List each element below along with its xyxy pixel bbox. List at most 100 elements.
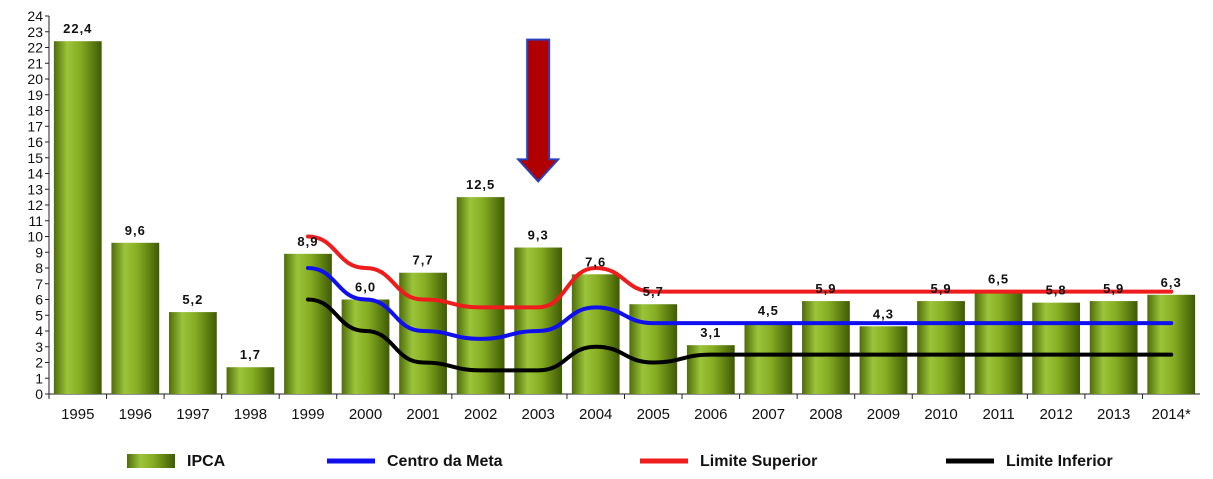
legend-label: Limite Inferior: [1006, 453, 1113, 470]
y-tick-label: 5: [35, 307, 43, 323]
x-tick-label: 2006: [694, 406, 727, 423]
ipca-bar: [629, 304, 678, 394]
ipca-bar: [168, 312, 217, 394]
x-tick-label: 1998: [234, 406, 267, 423]
x-tick-label: 2010: [924, 406, 957, 423]
axes: 0123456789101112131415161718192021222324…: [27, 8, 1200, 423]
ipca-data-label: 5,7: [643, 284, 664, 299]
ipca-data-label: 7,7: [413, 253, 434, 268]
ipca-bar: [859, 326, 908, 394]
ipca-data-label: 5,9: [930, 281, 951, 296]
ipca-bar: [1032, 302, 1081, 394]
x-tick-label: 2009: [867, 406, 900, 423]
y-tick-label: 13: [27, 181, 43, 197]
y-tick-label: 6: [35, 292, 43, 308]
data-labels: 22,4 9,6 5,2 1,7 8,9 6,0 7,7 12,5 9,3 7,6 5,7 3,1 4,…: [63, 21, 1182, 362]
x-tick-label: 2002: [464, 406, 497, 423]
x-tick-label: 1996: [119, 406, 152, 423]
ipca-data-label: 6,5: [988, 272, 1009, 287]
ipca-data-label: 3,1: [700, 325, 721, 340]
y-tick-label: 11: [28, 213, 43, 229]
centro-da-meta-line: [305, 266, 1174, 341]
ipca-data-label: 8,9: [297, 234, 318, 249]
y-tick-label: 3: [35, 339, 43, 355]
y-tick-label: 21: [27, 55, 43, 71]
y-tick-label: 19: [27, 87, 43, 103]
y-tick-label: 24: [27, 8, 43, 24]
ipca-bar: [284, 253, 332, 394]
x-tick-label: 2004: [579, 406, 612, 423]
legend: IPCA Centro da Meta Limite Superior Limite …: [127, 453, 1113, 470]
y-tick-label: 0: [35, 386, 43, 402]
y-tick-label: 7: [35, 276, 43, 292]
y-tick-label: 14: [27, 166, 43, 182]
legend-label: Limite Superior: [700, 453, 817, 470]
ipca-bar: [974, 291, 1023, 394]
y-tick-label: 17: [27, 118, 43, 134]
ipca-bar: [917, 301, 965, 394]
x-tick-label: 1999: [291, 406, 324, 423]
ipca-data-label: 5,9: [815, 281, 836, 296]
ipca-data-label: 9,6: [125, 223, 146, 238]
ipca-bar: [226, 367, 275, 394]
x-tick-label: 2013: [1097, 406, 1130, 423]
legend-item: Centro da Meta: [327, 453, 503, 470]
ipca-data-label: 6,3: [1161, 275, 1182, 290]
limite-inferior-line: [305, 297, 1174, 373]
ipca-bar: [53, 41, 102, 394]
y-tick-label: 1: [35, 370, 43, 386]
x-tick-label: 2003: [521, 406, 554, 423]
ipca-bar: [802, 301, 850, 394]
legend-swatch-bar: [127, 454, 175, 468]
ipca-data-label: 9,3: [528, 228, 549, 243]
y-tick-label: 20: [27, 71, 43, 87]
ipca-bar: [571, 274, 620, 394]
y-tick-label: 4: [35, 323, 43, 339]
ipca-data-label: 4,5: [758, 303, 779, 318]
down-arrow-icon: [515, 38, 561, 183]
y-tick-label: 15: [27, 150, 43, 166]
x-tick-label: 1997: [176, 406, 209, 423]
ipca-bars: [53, 41, 1196, 394]
x-tick-label: 1995: [61, 406, 94, 423]
y-tick-label: 18: [27, 103, 43, 119]
x-tick-label: 2014*: [1152, 406, 1191, 423]
y-tick-label: 12: [27, 197, 43, 213]
y-tick-label: 22: [27, 40, 43, 56]
ipca-bar: [686, 345, 735, 394]
ipca-data-label: 22,4: [63, 21, 92, 36]
ipca-data-label: 7,6: [585, 254, 606, 269]
ipca-data-label: 5,9: [1103, 281, 1124, 296]
ipca-data-label: 12,5: [466, 177, 495, 192]
target-lines: [305, 234, 1174, 373]
legend-item: Limite Superior: [640, 453, 817, 470]
x-tick-label: 2012: [1039, 406, 1072, 423]
x-tick-label: 2001: [406, 406, 439, 423]
ipca-bar: [341, 299, 390, 394]
ipca-data-label: 5,2: [182, 292, 203, 307]
ipca-bar: [744, 323, 793, 394]
ipca-bar: [456, 197, 505, 394]
ipca-data-label: 5,8: [1046, 283, 1067, 298]
y-tick-label: 2: [35, 355, 43, 371]
legend-item: IPCA: [127, 453, 226, 470]
ipca-data-label: 4,3: [873, 306, 894, 321]
y-tick-label: 8: [35, 260, 43, 276]
x-tick-label: 2005: [637, 406, 670, 423]
annotations: [515, 38, 561, 183]
y-tick-label: 10: [27, 229, 43, 245]
legend-label: IPCA: [187, 453, 226, 470]
x-tick-label: 2011: [982, 406, 1014, 423]
limite-superior-line: [305, 234, 1174, 310]
x-tick-label: 2000: [349, 406, 382, 423]
ipca-bar: [1147, 294, 1196, 394]
ipca-data-label: 6,0: [355, 280, 376, 295]
y-tick-label: 9: [35, 244, 43, 260]
x-tick-label: 2007: [752, 406, 785, 423]
ipca-bar: [1089, 301, 1138, 394]
legend-label: Centro da Meta: [387, 453, 503, 470]
ipca-bar: [111, 242, 160, 394]
ipca-data-label: 1,7: [240, 347, 261, 362]
y-tick-label: 23: [27, 24, 43, 40]
